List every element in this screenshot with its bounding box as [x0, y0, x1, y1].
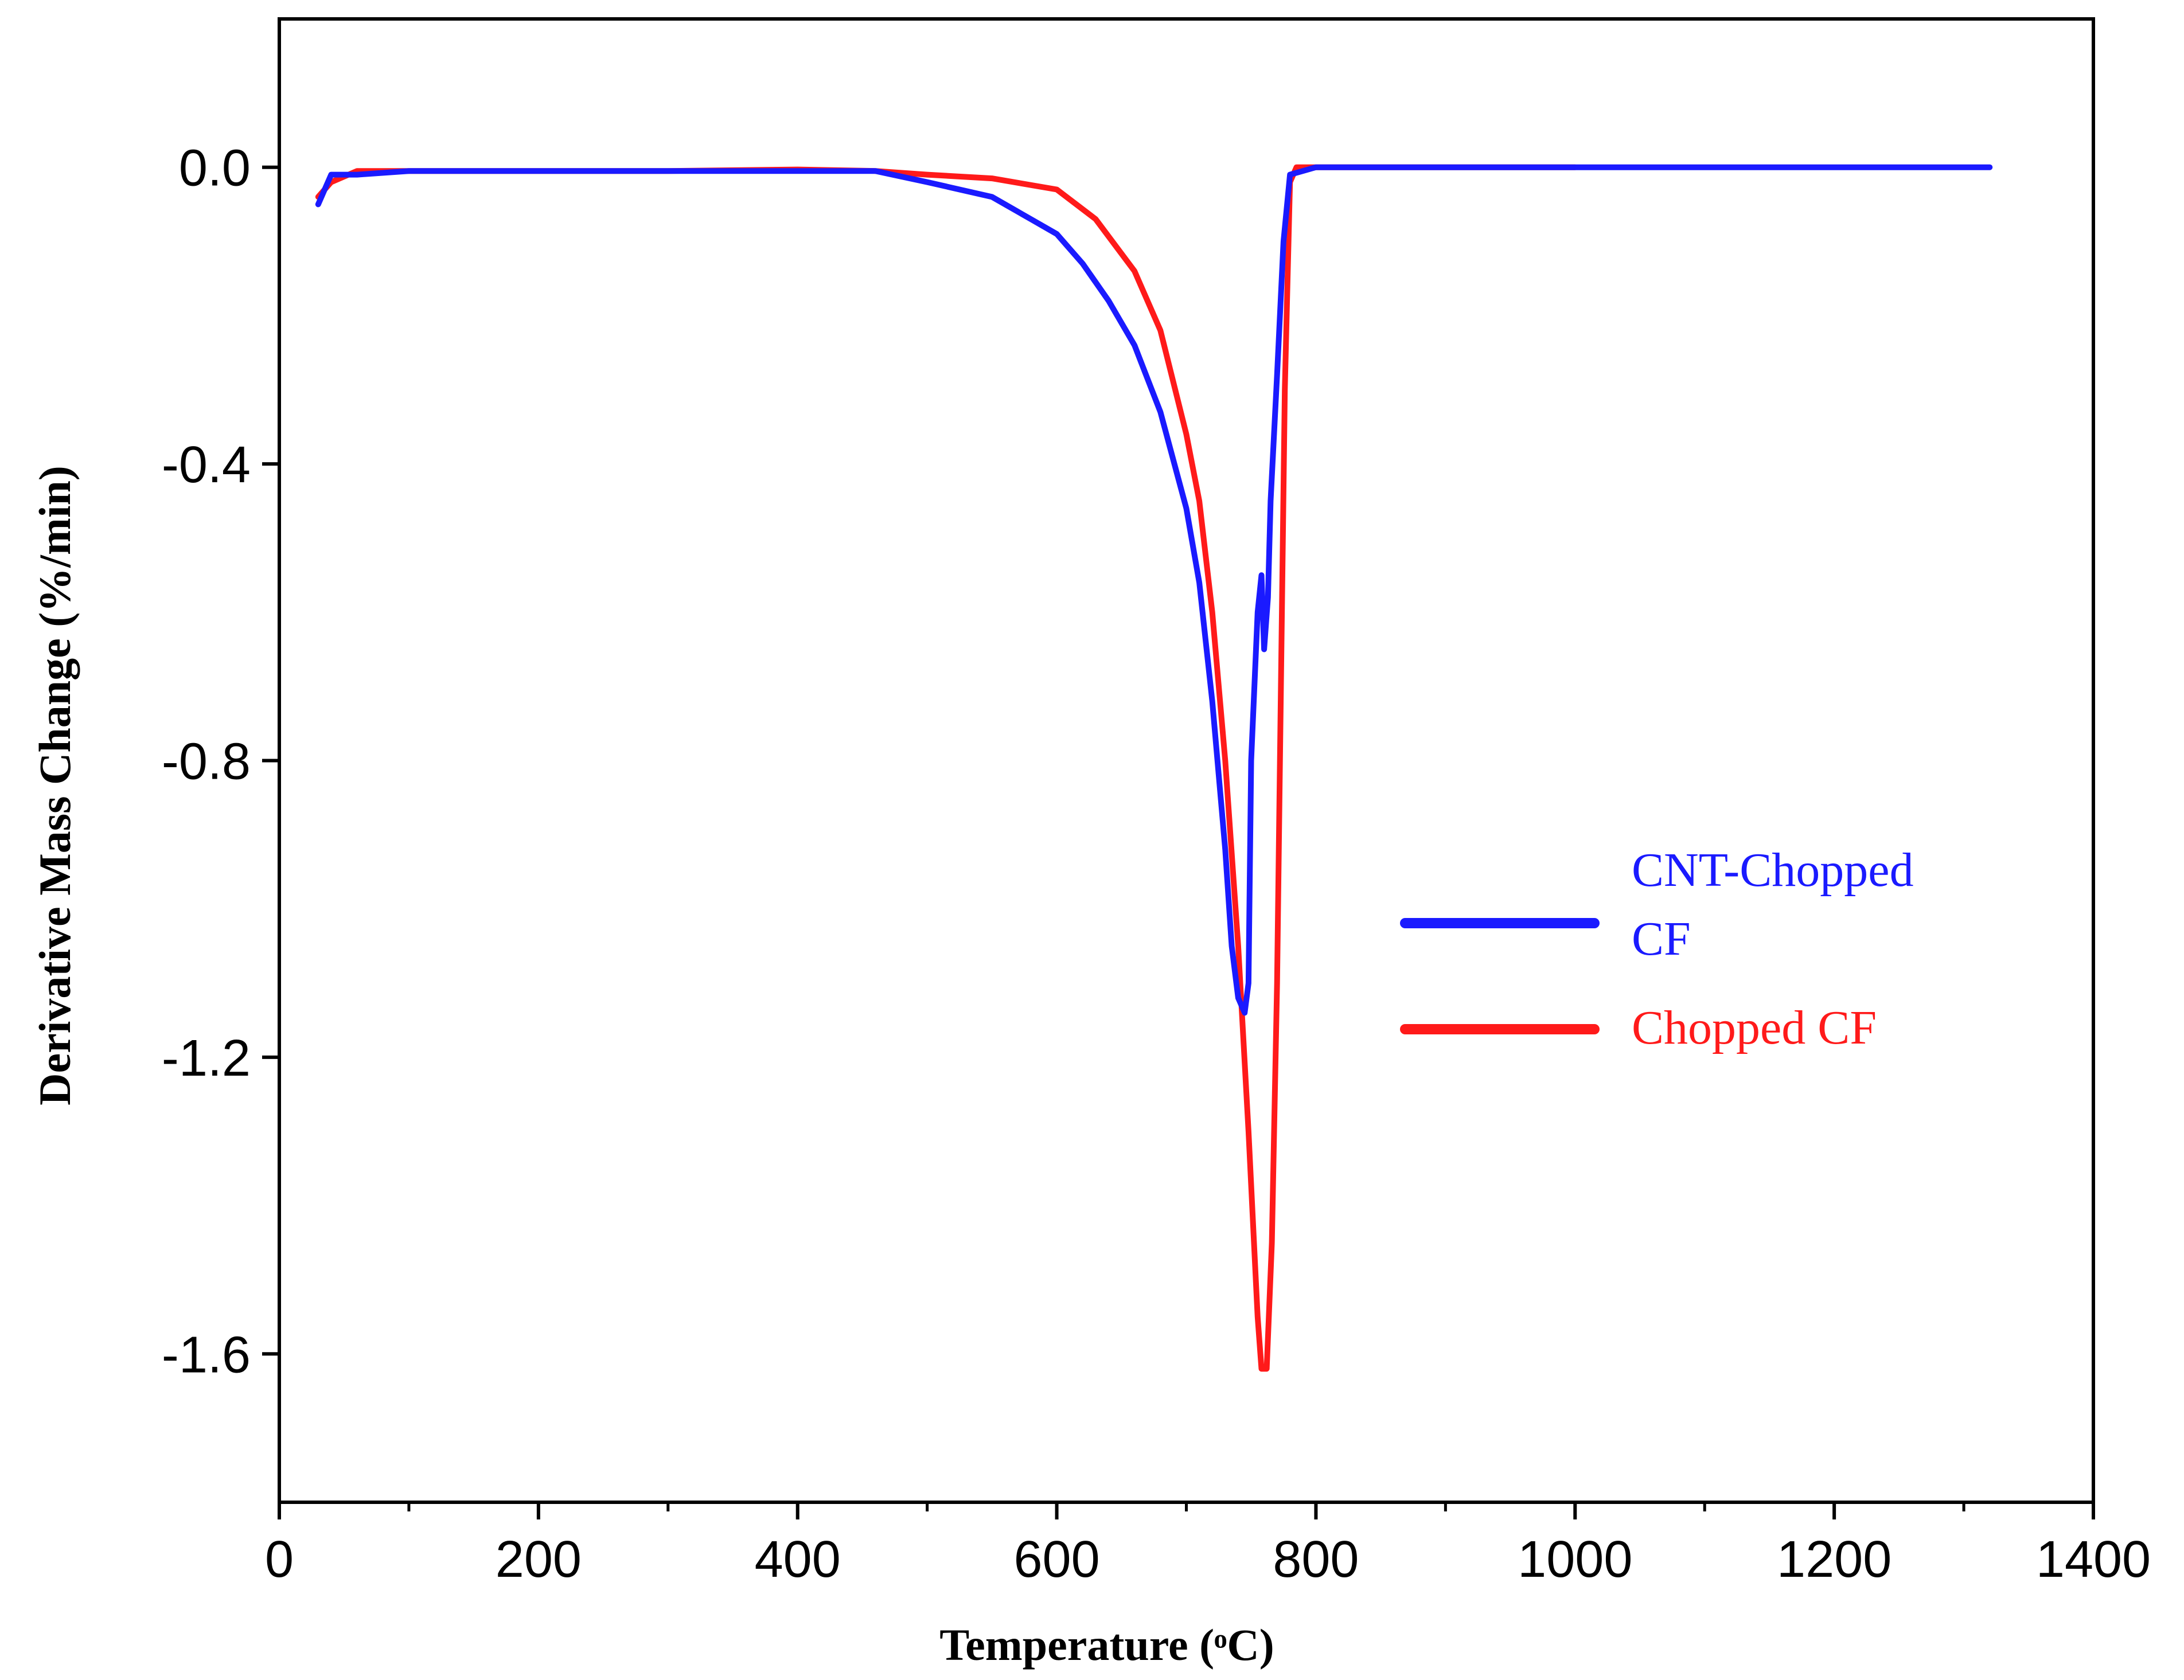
series-layer [315, 164, 1993, 1372]
y-tick-label: -0.4 [162, 436, 251, 494]
y-tick-label: -1.2 [162, 1030, 251, 1087]
x-axis-ticks: 0 200 400 600 800 1000 1200 1400 [265, 1502, 2151, 1588]
x-tick-label: 600 [1013, 1531, 1099, 1588]
x-tick-label: 200 [496, 1531, 582, 1588]
y-tick-label: -0.8 [162, 733, 251, 791]
legend-label: CF [1632, 912, 1691, 966]
legend: CNT-Chopped CF Chopped CF [1400, 843, 1914, 1054]
y-tick-label: 0.0 [179, 140, 251, 197]
x-axis-title: Temperature (ᵒC) [939, 1620, 1274, 1670]
legend-label: Chopped CF [1632, 1001, 1877, 1054]
x-tick-label: 400 [755, 1531, 841, 1588]
x-tick-label: 1000 [1518, 1531, 1632, 1588]
x-tick-label: 800 [1273, 1531, 1359, 1588]
legend-label: CNT-Chopped [1632, 843, 1914, 897]
y-axis-ticks: 0.0 -0.4 -0.8 -1.2 -1.6 [162, 140, 279, 1384]
x-tick-label: 1400 [2036, 1531, 2151, 1588]
x-tick-label: 0 [265, 1531, 294, 1588]
y-tick-label: -1.6 [162, 1326, 251, 1384]
x-tick-label: 1200 [1777, 1531, 1891, 1588]
y-axis-title: Derivative Mass Change (%/min) [30, 466, 80, 1105]
series-line-cnt-chopped-cf [315, 164, 1993, 1016]
